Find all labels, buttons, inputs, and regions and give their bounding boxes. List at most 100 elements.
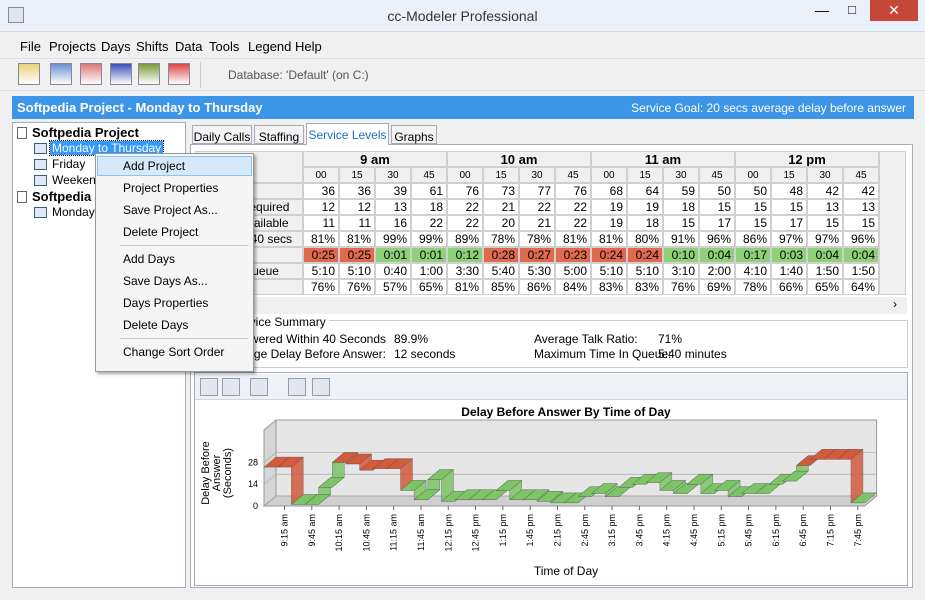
minute-header: 30 — [807, 167, 843, 183]
table-cell: 22 — [555, 215, 591, 231]
summary-value: 5:40 minutes — [658, 347, 727, 361]
table-cell: 78% — [519, 231, 555, 247]
table-cell: 20 — [483, 215, 519, 231]
context-menu-item[interactable]: Days Properties — [123, 296, 209, 310]
table-cell: 15 — [843, 215, 879, 231]
tree-icon — [34, 207, 47, 218]
tree-icon — [34, 143, 47, 154]
toolbar-button[interactable] — [138, 63, 160, 85]
x-tick-label: 4:15 pm — [662, 514, 672, 547]
tree-project[interactable]: Softpedia Project — [32, 125, 139, 140]
toolbar-button[interactable] — [18, 63, 40, 85]
tab[interactable]: Daily Calls — [192, 125, 252, 144]
menu-item[interactable]: Projects — [49, 39, 96, 54]
context-menu-item[interactable]: Add Project — [123, 159, 186, 173]
table-cell: 89% — [447, 231, 483, 247]
table-cell: 1:50 — [843, 263, 879, 279]
database-label: Database: 'Default' (on C:) — [228, 68, 369, 82]
context-menu-item[interactable]: Delete Days — [123, 318, 189, 332]
minimize-button[interactable]: — — [815, 2, 829, 18]
table-cell: 2:00 — [699, 263, 735, 279]
table-cell: 81% — [591, 231, 627, 247]
scroll-arrow[interactable]: › — [893, 297, 897, 311]
menu-highlight — [97, 156, 252, 176]
menu-item[interactable]: Tools — [209, 39, 240, 54]
x-tick-label: 3:45 pm — [634, 514, 644, 547]
toolbar-button[interactable] — [50, 63, 72, 85]
context-menu-item[interactable]: Project Properties — [123, 181, 219, 195]
table-cell: 12 — [303, 199, 339, 215]
table-cell: 21 — [519, 215, 555, 231]
table-cell: 0:27 — [519, 247, 555, 263]
chart-tool-button[interactable] — [250, 378, 268, 396]
toolbar-button[interactable] — [80, 63, 102, 85]
table-cell: 5:10 — [339, 263, 375, 279]
menu-item[interactable]: Shifts — [136, 39, 169, 54]
menu-separator — [120, 338, 248, 339]
x-tick-label: 4:45 pm — [689, 514, 699, 547]
context-menu-item[interactable]: Add Days — [123, 252, 176, 266]
menu-item[interactable]: File — [20, 39, 41, 54]
tab[interactable]: Staffing — [254, 125, 304, 144]
ribbon-segment — [304, 494, 332, 505]
minute-header: 30 — [663, 167, 699, 183]
table-cell: 81% — [555, 231, 591, 247]
tree-day[interactable]: Friday — [52, 157, 86, 171]
table-cell: 0:24 — [591, 247, 627, 263]
table-cell: 96% — [699, 231, 735, 247]
table-cell: 15 — [735, 215, 771, 231]
chart-tool-button[interactable] — [312, 378, 330, 396]
tree-day[interactable]: Weekend — [52, 173, 103, 187]
context-menu-item[interactable]: Change Sort Order — [123, 345, 225, 359]
toolbar-button[interactable] — [168, 63, 190, 85]
tree-icon — [17, 127, 27, 139]
minute-header: 15 — [771, 167, 807, 183]
chart-tool-button[interactable] — [200, 378, 218, 396]
table-cell: 65% — [411, 279, 447, 295]
chart-tool-button[interactable] — [222, 378, 240, 396]
table-cell: 42 — [843, 183, 879, 199]
menu-item[interactable]: Data — [175, 39, 203, 54]
menu-item[interactable]: Legend — [248, 39, 292, 54]
table-cell: 3:30 — [447, 263, 483, 279]
table-cell: 4:10 — [735, 263, 771, 279]
summary-value: 89.9% — [394, 332, 429, 346]
close-button[interactable]: ✕ — [870, 0, 918, 21]
chart-tool-button[interactable] — [288, 378, 306, 396]
tab[interactable]: Graphs — [391, 125, 437, 144]
table-cell: 0:04 — [699, 247, 735, 263]
context-menu-item[interactable]: Delete Project — [123, 225, 199, 239]
tree-day[interactable]: Monday to Thursday — [48, 140, 165, 156]
x-tick-label: 12:45 pm — [471, 514, 481, 552]
context-menu-item[interactable]: Save Days As... — [123, 274, 208, 288]
hour-header: 12 pm — [735, 151, 879, 167]
x-tick-label: 10:45 am — [361, 514, 371, 552]
table-cell: 17 — [771, 215, 807, 231]
minute-header: 30 — [375, 167, 411, 183]
table-cell: 0:17 — [735, 247, 771, 263]
h-scrollbar[interactable] — [195, 297, 907, 314]
table-cell: 0:03 — [771, 247, 807, 263]
y-axis-label: (Seconds) — [222, 448, 234, 498]
grid-line — [263, 473, 877, 485]
table-cell: 36 — [339, 183, 375, 199]
table-cell: 0:24 — [627, 247, 663, 263]
ribbon-segment — [386, 458, 414, 469]
ribbon-segment — [836, 449, 864, 460]
minute-header: 45 — [411, 167, 447, 183]
grid-line — [263, 495, 877, 507]
summary-value: 71% — [658, 332, 683, 346]
context-menu-item[interactable]: Save Project As... — [123, 203, 218, 217]
table-cell: 81% — [447, 279, 483, 295]
tab[interactable]: Service Levels — [306, 123, 389, 145]
menu-item[interactable]: Days — [101, 39, 131, 54]
context-menu — [95, 153, 254, 372]
toolbar-button[interactable] — [110, 63, 132, 85]
delay-chart: 0 14 28 9:15 am 9:45 am 10:15 am 10:45 am 11:15… — [200, 405, 878, 578]
table-cell: 76% — [339, 279, 375, 295]
menu-item[interactable]: Help — [295, 39, 322, 54]
maximize-button[interactable]: □ — [848, 2, 856, 17]
x-tick-label: 1:15 pm — [498, 514, 508, 547]
table-cell: 19 — [627, 199, 663, 215]
